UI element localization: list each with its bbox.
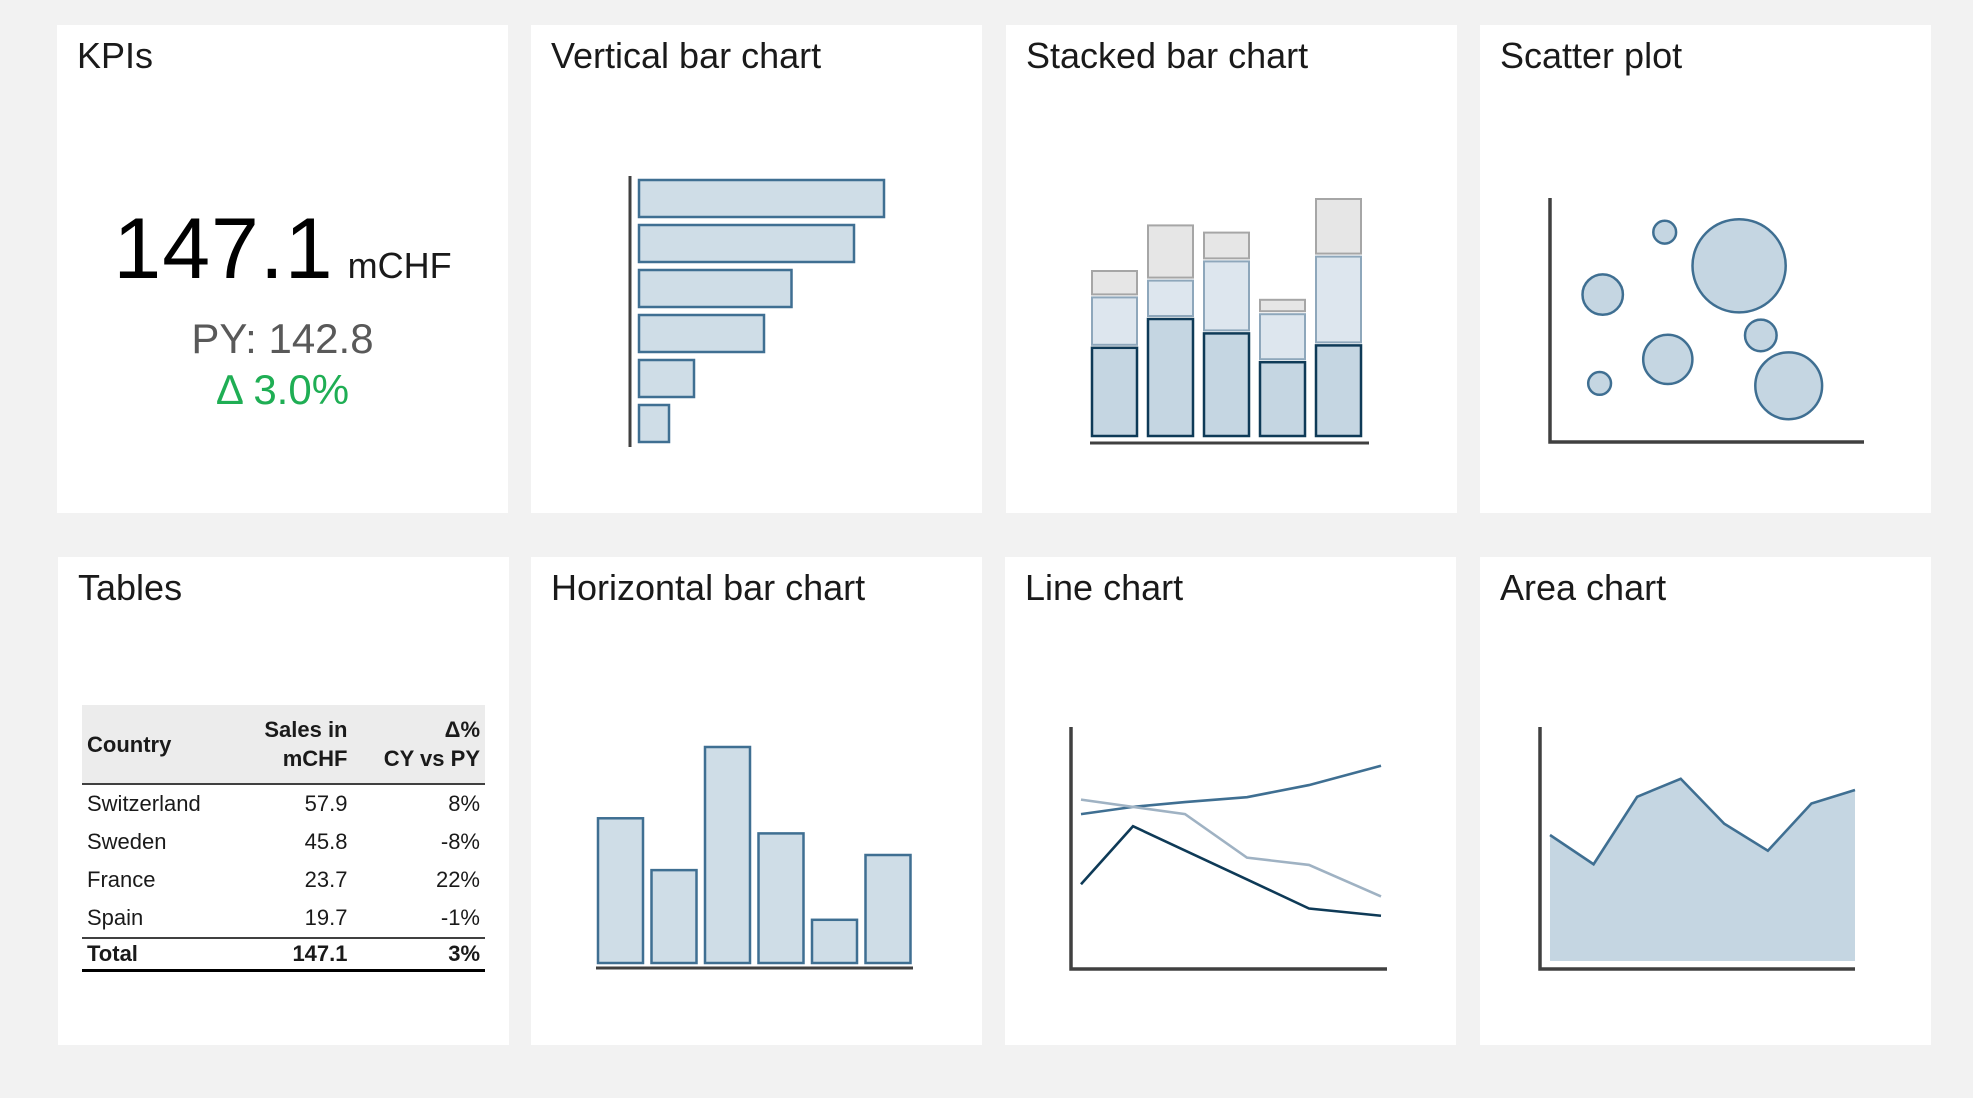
stacked-bar-segment-bottom xyxy=(1314,344,1363,438)
table-header-delta: Δ% CY vs PY xyxy=(352,705,485,785)
scatter-point xyxy=(1581,273,1625,317)
table-header-sales-line1: Sales in xyxy=(264,717,348,742)
table-cell-country: Spain xyxy=(87,905,144,930)
stacked-bar-segment-middle xyxy=(1315,255,1362,344)
scatter-plot-card: Scatter plot xyxy=(1480,25,1931,513)
table-header-sales-line2: mCHF xyxy=(282,746,348,771)
table-header-sales: Sales in mCHF xyxy=(236,705,353,785)
kpi-main-value-row: 147.1 mCHF xyxy=(57,200,508,299)
scatter-plot xyxy=(1548,198,1864,444)
kpi-previous-year: PY: 142.8 xyxy=(191,315,374,362)
tables-card-title: Tables xyxy=(78,567,183,608)
stacked-bar-chart xyxy=(1090,198,1369,445)
line-series-3 xyxy=(1080,824,1382,918)
table-header-delta-line1: Δ% xyxy=(444,717,480,742)
line-chart-axes xyxy=(1069,727,1387,971)
scatter-point xyxy=(1743,318,1778,353)
table-cell-country: France xyxy=(87,867,156,892)
horizontal-bar-chart-bar xyxy=(596,817,645,965)
table-cell-delta: 8% xyxy=(448,791,480,816)
vertical-bar-chart-bar xyxy=(637,223,856,264)
table-row: Spain 19.7 -1% xyxy=(82,899,485,938)
table-cell-sales: 57.9 xyxy=(304,791,348,816)
kpi-card: KPIs 147.1 mCHF PY: 142.8 Δ 3.0% xyxy=(57,25,508,513)
table-cell-sales: 45.8 xyxy=(304,829,348,854)
stacked-bar-segment-top xyxy=(1203,231,1250,260)
stacked-bar-segment-top xyxy=(1091,270,1138,296)
table-cell-delta: -8% xyxy=(440,829,480,854)
table-header-delta-line2: CY vs PY xyxy=(383,746,480,771)
table-total-delta: 3% xyxy=(352,937,485,972)
line-chart xyxy=(1069,727,1387,971)
kpi-unit: mCHF xyxy=(347,245,452,286)
vertical-bar-chart-title: Vertical bar chart xyxy=(551,35,822,76)
scatter-point xyxy=(1691,217,1787,314)
table-header-country: Country xyxy=(82,705,237,785)
vertical-bar-chart-card: Vertical bar chart xyxy=(531,25,982,513)
stacked-bar-segment-bottom xyxy=(1146,317,1195,438)
vertical-bar-chart-bar xyxy=(637,268,793,309)
table-row: France 23.7 22% xyxy=(82,861,485,899)
scatter-point xyxy=(1641,333,1694,386)
stacked-bar-segment-middle xyxy=(1147,279,1194,318)
stacked-bar-segment-top xyxy=(1259,298,1306,313)
line-chart-card: Line chart xyxy=(1005,557,1456,1045)
scatter-point xyxy=(1652,219,1678,245)
area-chart-card: Area chart xyxy=(1480,557,1931,1045)
kpi-card-title: KPIs xyxy=(77,35,154,76)
table-total-label: Total xyxy=(82,937,237,972)
horizontal-bar-chart-bar xyxy=(864,853,912,965)
tables-card: Tables Country Sales in mCHF Δ% CY vs PY S… xyxy=(58,557,509,1045)
table-cell-country: Sweden xyxy=(87,829,167,854)
scatter-point xyxy=(1754,351,1824,421)
table-cell-delta: 22% xyxy=(435,867,480,892)
horizontal-bar-chart-bar xyxy=(703,745,752,965)
table-cell-sales: 19.7 xyxy=(304,905,348,930)
scatter-plot-title: Scatter plot xyxy=(1500,35,1683,76)
line-chart-title: Line chart xyxy=(1025,567,1184,608)
table-total-row: Total 147.1 3% xyxy=(82,937,485,972)
area-chart-axes xyxy=(1538,727,1855,971)
vertical-bar-chart xyxy=(628,176,886,447)
stacked-bar-chart-card: Stacked bar chart xyxy=(1006,25,1457,513)
horizontal-bar-chart xyxy=(596,745,913,970)
sales-table: Country Sales in mCHF Δ% CY vs PY Switzerl… xyxy=(82,705,485,972)
stacked-bar-segment-top xyxy=(1315,198,1362,255)
vertical-bar-chart-bar xyxy=(637,313,766,354)
table-total-sales: 147.1 xyxy=(236,937,353,972)
stacked-bar-segment-middle xyxy=(1203,260,1250,332)
stacked-bar-segment-middle xyxy=(1259,313,1306,361)
stacked-bar-segment-top xyxy=(1147,224,1194,279)
horizontal-bar-chart-title: Horizontal bar chart xyxy=(551,567,866,608)
vertical-bar-chart-bar xyxy=(637,403,671,444)
scatter-point xyxy=(1586,370,1613,397)
kpi-value: 147.1 xyxy=(113,201,334,297)
table-row: Switzerland 57.9 8% xyxy=(82,784,485,823)
stacked-bar-chart-title: Stacked bar chart xyxy=(1026,35,1309,76)
line-series-1 xyxy=(1080,764,1382,816)
area-chart-title: Area chart xyxy=(1500,567,1667,608)
line-series-2 xyxy=(1080,798,1382,898)
horizontal-bar-chart-card: Horizontal bar chart xyxy=(531,557,982,1045)
horizontal-bar-chart-bar xyxy=(810,918,859,965)
area-chart-line xyxy=(1549,777,1856,867)
table-cell-country: Switzerland xyxy=(87,791,201,816)
table-header-row: Country Sales in mCHF Δ% CY vs PY xyxy=(82,705,485,785)
horizontal-bar-chart-bar xyxy=(757,832,805,965)
stacked-bar-segment-bottom xyxy=(1090,346,1139,438)
stacked-bar-segment-bottom xyxy=(1258,360,1307,438)
vertical-bar-chart-bar xyxy=(637,178,886,219)
table-cell-sales: 23.7 xyxy=(304,867,348,892)
table-row: Sweden 45.8 -8% xyxy=(82,823,485,861)
kpi-delta: Δ 3.0% xyxy=(215,366,350,413)
horizontal-bar-chart-bar xyxy=(650,868,698,965)
stacked-bar-segment-middle xyxy=(1091,296,1138,346)
stacked-bar-segment-bottom xyxy=(1202,332,1251,438)
vertical-bar-chart-bar xyxy=(637,358,696,399)
scatter-plot-axes xyxy=(1548,198,1864,444)
table-cell-delta: -1% xyxy=(440,905,480,930)
area-chart xyxy=(1538,727,1856,971)
area-chart-fill xyxy=(1550,778,1855,961)
